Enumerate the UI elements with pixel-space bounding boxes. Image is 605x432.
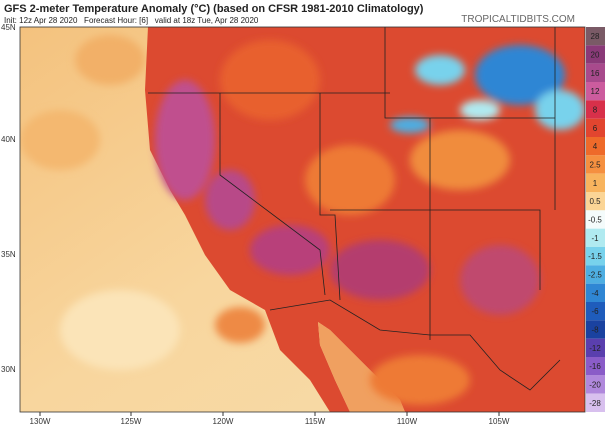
borders	[148, 27, 561, 391]
colorbar-label: 28	[591, 32, 600, 41]
longitude-label: 115W	[305, 417, 326, 426]
colorbar-swatch	[586, 100, 605, 119]
map	[20, 27, 585, 412]
colorbar-swatch	[586, 173, 605, 192]
colorbar-label: 6	[593, 124, 598, 133]
colorbar-swatch	[586, 393, 605, 412]
latitude-label: 35N	[1, 250, 16, 259]
colorbar-swatch	[586, 192, 605, 211]
colorbar-label: -16	[589, 362, 601, 371]
latitude-label: 40N	[1, 135, 16, 144]
colorbar-swatch	[586, 357, 605, 376]
colorbar-swatch	[586, 155, 605, 174]
longitude-label: 120W	[213, 417, 234, 426]
colorbar-swatch	[586, 82, 605, 101]
colorbar-swatch	[586, 210, 605, 229]
colorbar-label: 20	[591, 51, 600, 60]
land	[145, 27, 585, 412]
longitude-label: 130W	[30, 417, 51, 426]
colorbar-swatch	[586, 228, 605, 247]
colorbar-swatch	[586, 283, 605, 302]
colorbar-label: -0.5	[588, 216, 602, 225]
colorbar-label: 12	[591, 87, 600, 96]
longitude-label: 105W	[489, 417, 510, 426]
colorbar-label: 0.5	[589, 197, 601, 206]
subtitle: Init: 12z Apr 28 2020 Forecast Hour: [6]…	[4, 16, 259, 25]
map-frame	[19, 26, 586, 413]
colorbar-swatch	[586, 302, 605, 321]
colorbar-label: -8	[591, 326, 599, 335]
colorbar: 28 20 16 12 8 6 4 2.5 1 0.5 -0.5 -1 -1.5 -2.5 -4 -6 -8 -1…	[586, 27, 605, 412]
colorbar-swatch	[586, 320, 605, 339]
longitude-label: 110W	[397, 417, 418, 426]
colorbar-swatch	[586, 118, 605, 137]
colorbar-swatch	[586, 265, 605, 284]
colorbar-label: -28	[589, 399, 601, 408]
colorbar-swatch	[586, 375, 605, 394]
watermark: TROPICALTIDBITS.COM	[461, 14, 575, 25]
ocean-anomaly	[20, 35, 265, 370]
colorbar-swatch	[586, 63, 605, 82]
land-anomaly	[155, 40, 585, 405]
colorbar-swatch	[586, 45, 605, 64]
colorbar-label: -2.5	[588, 271, 602, 280]
colorbar-label: -1.5	[588, 252, 602, 261]
axes: 45N 40N 35N 30N 130W 125W 120W 115W 110W 105W	[1, 23, 510, 426]
latitude-label: 30N	[1, 365, 16, 374]
colorbar-label: 2.5	[589, 161, 601, 170]
colorbar-label: 8	[593, 106, 598, 115]
colorbar-label: -12	[589, 344, 601, 353]
latitude-label: 45N	[1, 23, 16, 32]
colorbar-swatch	[586, 27, 605, 46]
colorbar-label: -4	[591, 289, 599, 298]
colorbar-label: -1	[591, 234, 599, 243]
colorbar-swatch	[586, 247, 605, 266]
title: GFS 2-meter Temperature Anomaly (°C) (ba…	[4, 3, 424, 15]
colorbar-label: -6	[591, 307, 599, 316]
colorbar-label: 1	[593, 179, 598, 188]
colorbar-label: 16	[591, 69, 600, 78]
colorbar-swatch	[586, 137, 605, 156]
longitude-label: 125W	[121, 417, 142, 426]
colorbar-swatch	[586, 338, 605, 357]
colorbar-label: -20	[589, 381, 601, 390]
colorbar-label: 4	[593, 142, 598, 151]
